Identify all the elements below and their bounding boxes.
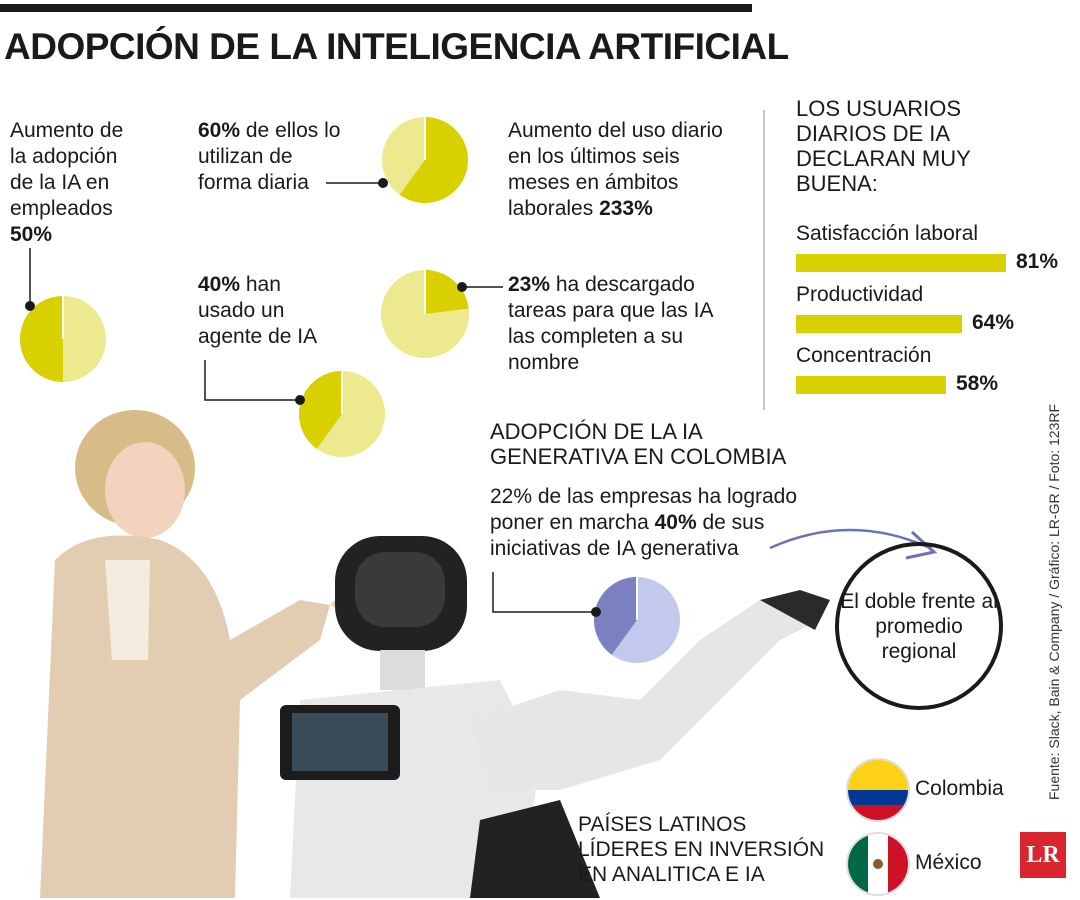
bar-3 xyxy=(796,376,946,394)
bar-value-label: 58% xyxy=(956,372,999,395)
colombia-value: 40% xyxy=(654,511,697,534)
robot-figure-icon xyxy=(280,536,830,898)
pie-5-slice xyxy=(594,577,637,655)
stat-delegate-text: 23% ha descargado tareas para que las IA… xyxy=(508,272,733,376)
bar-label: Productividad xyxy=(796,283,924,306)
arrow-curve xyxy=(769,528,931,550)
pie-3-slice xyxy=(298,371,342,449)
colombia-heading: ADOPCIÓN DE LA IA GENERATIVA EN COLOMBIA xyxy=(490,419,787,469)
title-rule xyxy=(0,4,752,12)
colombia-text-b: de sus iniciativas de IA generativa xyxy=(490,511,765,560)
lr-logo: LR xyxy=(1020,832,1066,878)
page-title: ADOPCIÓN DE LA INTELIGENCIA ARTIFICIAL xyxy=(4,26,789,67)
stat-agent-value: 40% xyxy=(198,273,241,296)
bar-label: Satisfacción laboral xyxy=(796,222,979,245)
pie-2-slice xyxy=(399,117,469,204)
column-divider xyxy=(763,110,765,410)
stat-adoption-value: 50% xyxy=(10,223,53,246)
stat-adoption-text: Aumento de la adopción de la IA en emple… xyxy=(10,118,140,248)
bar-1 xyxy=(796,254,1006,272)
country-mexico: México xyxy=(915,851,982,874)
source-credit: Fuente: Slack, Bain & Company / Gráfico:… xyxy=(1046,403,1062,800)
colombia-text: 22% de las empresas ha logrado poner en … xyxy=(490,484,825,562)
bar-value-label: 64% xyxy=(972,311,1015,334)
satisfaction-bars: Satisfacción laboral 81% Productividad 64% C… xyxy=(796,222,1066,402)
woman-figure-icon xyxy=(40,410,412,898)
regional-note-circle: El doble frente al promedio regional xyxy=(835,542,1003,710)
connector-line xyxy=(492,572,596,613)
stat-delegate-label: ha descargado tareas para que las IA las… xyxy=(508,273,713,374)
connector-line xyxy=(204,360,300,401)
stat-growth-value: 233% xyxy=(599,197,653,220)
bar-value-label: 81% xyxy=(1016,250,1059,273)
stat-agent-label: han usado un agente de IA xyxy=(198,273,318,348)
country-colombia: Colombia xyxy=(915,777,1004,800)
bar-label: Concentración xyxy=(796,344,932,367)
stat-adoption-label: Aumento de la adopción de la IA en emple… xyxy=(10,119,124,220)
mexico-flag-icon xyxy=(846,832,910,896)
stat-daily-text: 60% de ellos lo utilizan de forma diaria xyxy=(198,118,348,196)
leaders-heading: PAÍSES LATINOS LÍDERES EN INVERSIÓN EN A… xyxy=(578,813,825,886)
colombia-flag-icon xyxy=(846,758,910,822)
pie-4-slice xyxy=(425,270,469,314)
regional-note-text: El doble frente al promedio regional xyxy=(840,589,998,663)
stat-daily-label: de ellos lo utilizan de forma diaria xyxy=(198,119,341,194)
stat-delegate-value: 23% xyxy=(508,273,551,296)
bar-2 xyxy=(796,315,962,333)
bars-heading: LOS USUARIOS DIARIOS DE IA DECLARAN MUY … xyxy=(796,96,971,196)
stat-growth-label: Aumento del uso diario en los últimos se… xyxy=(508,119,723,220)
pie-1-slice xyxy=(20,296,63,382)
stat-growth-text: Aumento del uso diario en los últimos se… xyxy=(508,118,743,222)
stat-agent-text: 40% han usado un agente de IA xyxy=(198,272,338,350)
stat-daily-value: 60% xyxy=(198,119,241,142)
colombia-text-a: 22% de las empresas ha logrado poner en … xyxy=(490,485,798,534)
